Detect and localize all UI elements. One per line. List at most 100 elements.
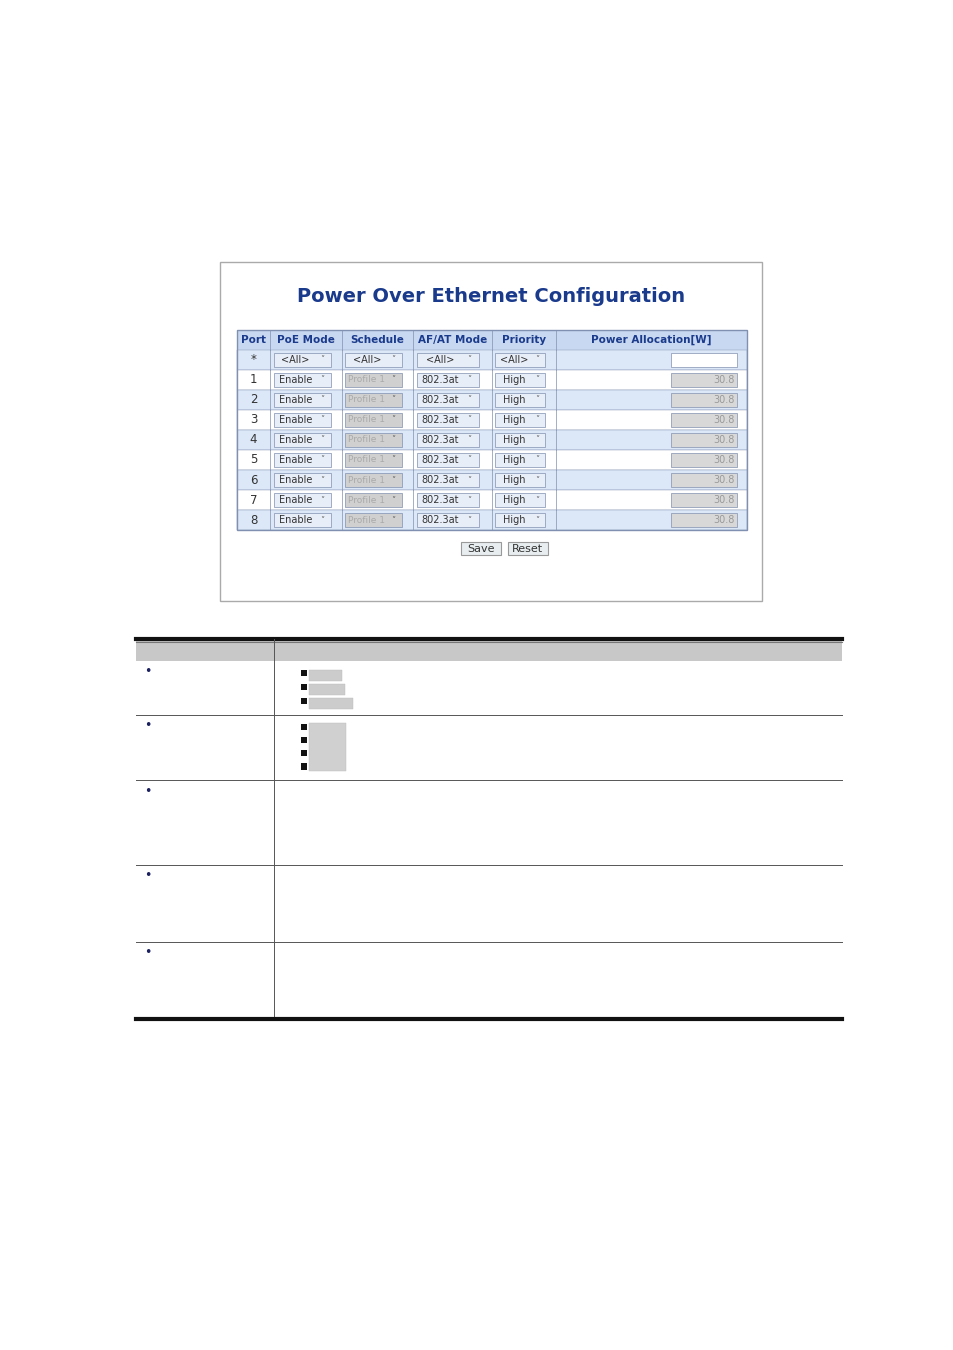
Text: 30.8: 30.8 — [712, 396, 734, 405]
Text: ˅: ˅ — [467, 475, 471, 485]
Bar — [236, 490, 746, 510]
Bar — [416, 493, 478, 506]
Bar — [274, 433, 331, 447]
Text: 4: 4 — [250, 433, 257, 447]
Text: 7: 7 — [250, 494, 257, 506]
Text: ˅: ˅ — [535, 455, 539, 464]
Bar — [416, 513, 478, 526]
Text: Profile 1: Profile 1 — [348, 436, 385, 444]
Bar — [495, 373, 544, 386]
Bar — [495, 454, 544, 467]
Text: 802.3at: 802.3at — [421, 375, 458, 385]
Text: Power Over Ethernet Configuration: Power Over Ethernet Configuration — [297, 288, 684, 306]
Bar — [301, 724, 307, 730]
Bar — [495, 393, 544, 406]
Text: ˅: ˅ — [535, 475, 539, 485]
Bar — [220, 262, 761, 601]
Bar — [416, 433, 478, 447]
Text: 1: 1 — [250, 374, 257, 386]
Text: ˅: ˅ — [391, 516, 395, 525]
Bar — [301, 751, 307, 756]
Bar — [670, 354, 737, 367]
Bar — [507, 541, 547, 555]
Text: High: High — [502, 516, 525, 525]
Bar — [236, 329, 746, 531]
Bar — [460, 541, 500, 555]
Text: Schedule: Schedule — [350, 335, 404, 344]
Text: 30.8: 30.8 — [712, 435, 734, 446]
Text: •: • — [144, 946, 152, 960]
Bar — [495, 493, 544, 506]
Text: High: High — [502, 495, 525, 505]
Text: ˅: ˅ — [535, 396, 539, 405]
Bar — [670, 373, 737, 386]
Text: ˅: ˅ — [391, 495, 395, 505]
Bar — [236, 370, 746, 390]
Text: ˅: ˅ — [467, 416, 471, 424]
Bar — [345, 513, 402, 526]
Bar — [416, 393, 478, 406]
Bar — [416, 474, 478, 487]
Text: ˅: ˅ — [320, 495, 324, 505]
Bar — [274, 474, 331, 487]
Bar — [345, 354, 402, 367]
Text: ˅: ˅ — [320, 416, 324, 424]
Text: 30.8: 30.8 — [712, 516, 734, 525]
Bar — [236, 390, 746, 410]
Text: Reset: Reset — [512, 544, 542, 554]
Text: 802.3at: 802.3at — [421, 414, 458, 425]
Bar — [416, 454, 478, 467]
Text: ˅: ˅ — [391, 475, 395, 485]
Bar — [309, 722, 346, 771]
Text: 30.8: 30.8 — [712, 495, 734, 505]
Text: ˅: ˅ — [391, 455, 395, 464]
Text: ˅: ˅ — [535, 495, 539, 505]
Bar — [136, 640, 841, 662]
Text: ˅: ˅ — [467, 495, 471, 505]
Text: 802.3at: 802.3at — [421, 495, 458, 505]
Text: PoE Mode: PoE Mode — [276, 335, 335, 344]
Bar — [274, 413, 331, 427]
Text: High: High — [502, 475, 525, 485]
Text: Profile 1: Profile 1 — [348, 416, 385, 424]
Bar — [236, 410, 746, 429]
Bar — [274, 354, 331, 367]
Bar — [274, 393, 331, 406]
Bar — [236, 350, 746, 370]
Text: 802.3at: 802.3at — [421, 516, 458, 525]
Bar — [670, 433, 737, 447]
Text: ˅: ˅ — [320, 396, 324, 405]
Bar — [236, 510, 746, 531]
Bar — [670, 454, 737, 467]
Bar — [274, 513, 331, 526]
Bar — [301, 670, 307, 676]
Text: 5: 5 — [250, 454, 257, 467]
Bar — [274, 454, 331, 467]
Text: 6: 6 — [250, 474, 257, 486]
Text: 30.8: 30.8 — [712, 455, 734, 464]
Text: ˅: ˅ — [535, 516, 539, 525]
Text: Profile 1: Profile 1 — [348, 375, 385, 385]
Text: 802.3at: 802.3at — [421, 396, 458, 405]
Text: <All>: <All> — [426, 355, 454, 364]
Bar — [301, 684, 307, 690]
Text: ˅: ˅ — [467, 436, 471, 444]
Text: ˅: ˅ — [535, 355, 539, 364]
Bar — [495, 513, 544, 526]
Text: ˅: ˅ — [320, 455, 324, 464]
Bar — [345, 454, 402, 467]
Text: ˅: ˅ — [391, 375, 395, 385]
Text: ˅: ˅ — [467, 396, 471, 405]
Text: 30.8: 30.8 — [712, 475, 734, 485]
Text: Profile 1: Profile 1 — [348, 475, 385, 485]
Text: •: • — [144, 869, 152, 883]
Text: ˅: ˅ — [391, 436, 395, 444]
Text: •: • — [144, 720, 152, 732]
Text: ˅: ˅ — [320, 375, 324, 385]
Text: AF/AT Mode: AF/AT Mode — [417, 335, 487, 344]
Text: <All>: <All> — [281, 355, 310, 364]
Bar — [309, 698, 353, 709]
Bar — [670, 393, 737, 406]
Bar — [670, 493, 737, 506]
Text: Save: Save — [467, 544, 495, 554]
